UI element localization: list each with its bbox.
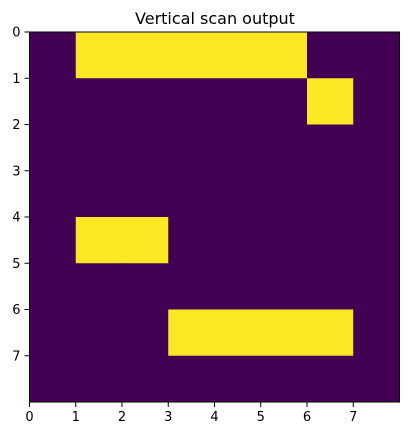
x-tick-label: 4 (210, 410, 218, 425)
heatmap-cell (260, 124, 308, 172)
x-tick-label: 0 (25, 410, 33, 425)
y-tick-label: 3 (12, 164, 20, 179)
heatmap-cell (353, 263, 400, 310)
y-tick-label: 7 (12, 349, 20, 364)
heatmap-cell (75, 78, 123, 125)
x-tick-label: 7 (349, 410, 357, 425)
heatmap-cells (29, 32, 400, 403)
heatmap-cell (214, 78, 262, 125)
heatmap-cell (214, 32, 262, 79)
heatmap-cell (75, 32, 123, 79)
heatmap-cell (307, 217, 354, 264)
heatmap-cell (122, 170, 169, 218)
heatmap-cell (260, 32, 308, 79)
heatmap-cell (168, 170, 215, 218)
heatmap-cell (307, 355, 354, 403)
x-tick-label: 5 (257, 410, 265, 425)
heatmap-cell (214, 170, 262, 218)
heatmap-cell (307, 32, 354, 79)
heatmap-cell (214, 217, 262, 264)
heatmap-cell (214, 309, 262, 357)
chart-title: Vertical scan output (135, 9, 295, 28)
heatmap-cell (29, 78, 77, 125)
heatmap-cell (168, 124, 215, 172)
heatmap-cell (75, 217, 123, 264)
heatmap-cell (307, 78, 354, 125)
heatmap-cell (214, 355, 262, 403)
heatmap-cell (353, 32, 400, 79)
heatmap-cell (260, 309, 308, 357)
heatmap-cell (122, 355, 169, 403)
heatmap-cell (75, 170, 123, 218)
heatmap-cell (353, 217, 400, 264)
heatmap-cell (29, 309, 77, 357)
heatmap-cell (260, 355, 308, 403)
y-tick-label: 4 (12, 211, 20, 226)
heatmap-cell (29, 170, 77, 218)
heatmap-cell (122, 309, 169, 357)
heatmap-cell (353, 355, 400, 403)
x-tick-label: 1 (72, 410, 80, 425)
heatmap-cell (29, 355, 77, 403)
heatmap-cell (122, 217, 169, 264)
heatmap-cell (168, 217, 215, 264)
heatmap-cell (307, 124, 354, 172)
heatmap-cell (214, 124, 262, 172)
heatmap-cell (307, 309, 354, 357)
x-tick-label: 3 (164, 410, 172, 425)
y-tick-label: 2 (12, 118, 20, 133)
heatmap-cell (214, 263, 262, 310)
heatmap-cell (307, 263, 354, 310)
heatmap-cell (29, 32, 77, 79)
heatmap-cell (75, 263, 123, 310)
heatmap-cell (122, 263, 169, 310)
heatmap-cell (122, 78, 169, 125)
heatmap-cell (168, 78, 215, 125)
heatmap-cell (260, 170, 308, 218)
heatmap-cell (307, 170, 354, 218)
y-tick-label: 6 (12, 303, 20, 318)
x-tick-label: 2 (118, 410, 126, 425)
heatmap-cell (75, 355, 123, 403)
x-axis: 0 1 2 3 4 5 6 7 (25, 402, 357, 425)
x-tick-label: 6 (303, 410, 311, 425)
heatmap-cell (29, 124, 77, 172)
heatmap-cell (168, 32, 215, 79)
heatmap-cell (122, 124, 169, 172)
heatmap-cell (353, 78, 400, 125)
y-tick-label: 5 (12, 257, 20, 272)
heatmap-cell (29, 263, 77, 310)
heatmap-cell (353, 170, 400, 218)
heatmap-cell (75, 309, 123, 357)
y-tick-label: 1 (12, 72, 20, 87)
heatmap-cell (168, 309, 215, 357)
heatmap-cell (353, 309, 400, 357)
heatmap-cell (75, 124, 123, 172)
heatmap-cell (168, 263, 215, 310)
heatmap-cell (260, 78, 308, 125)
y-axis: 0 1 2 3 4 5 6 7 (12, 26, 30, 364)
heatmap-cell (168, 355, 215, 403)
heatmap-cell (353, 124, 400, 172)
heatmap-cell (260, 263, 308, 310)
heatmap-cell (122, 32, 169, 79)
y-tick-label: 0 (12, 26, 20, 41)
heatmap-cell (29, 217, 77, 264)
heatmap-cell (260, 217, 308, 264)
